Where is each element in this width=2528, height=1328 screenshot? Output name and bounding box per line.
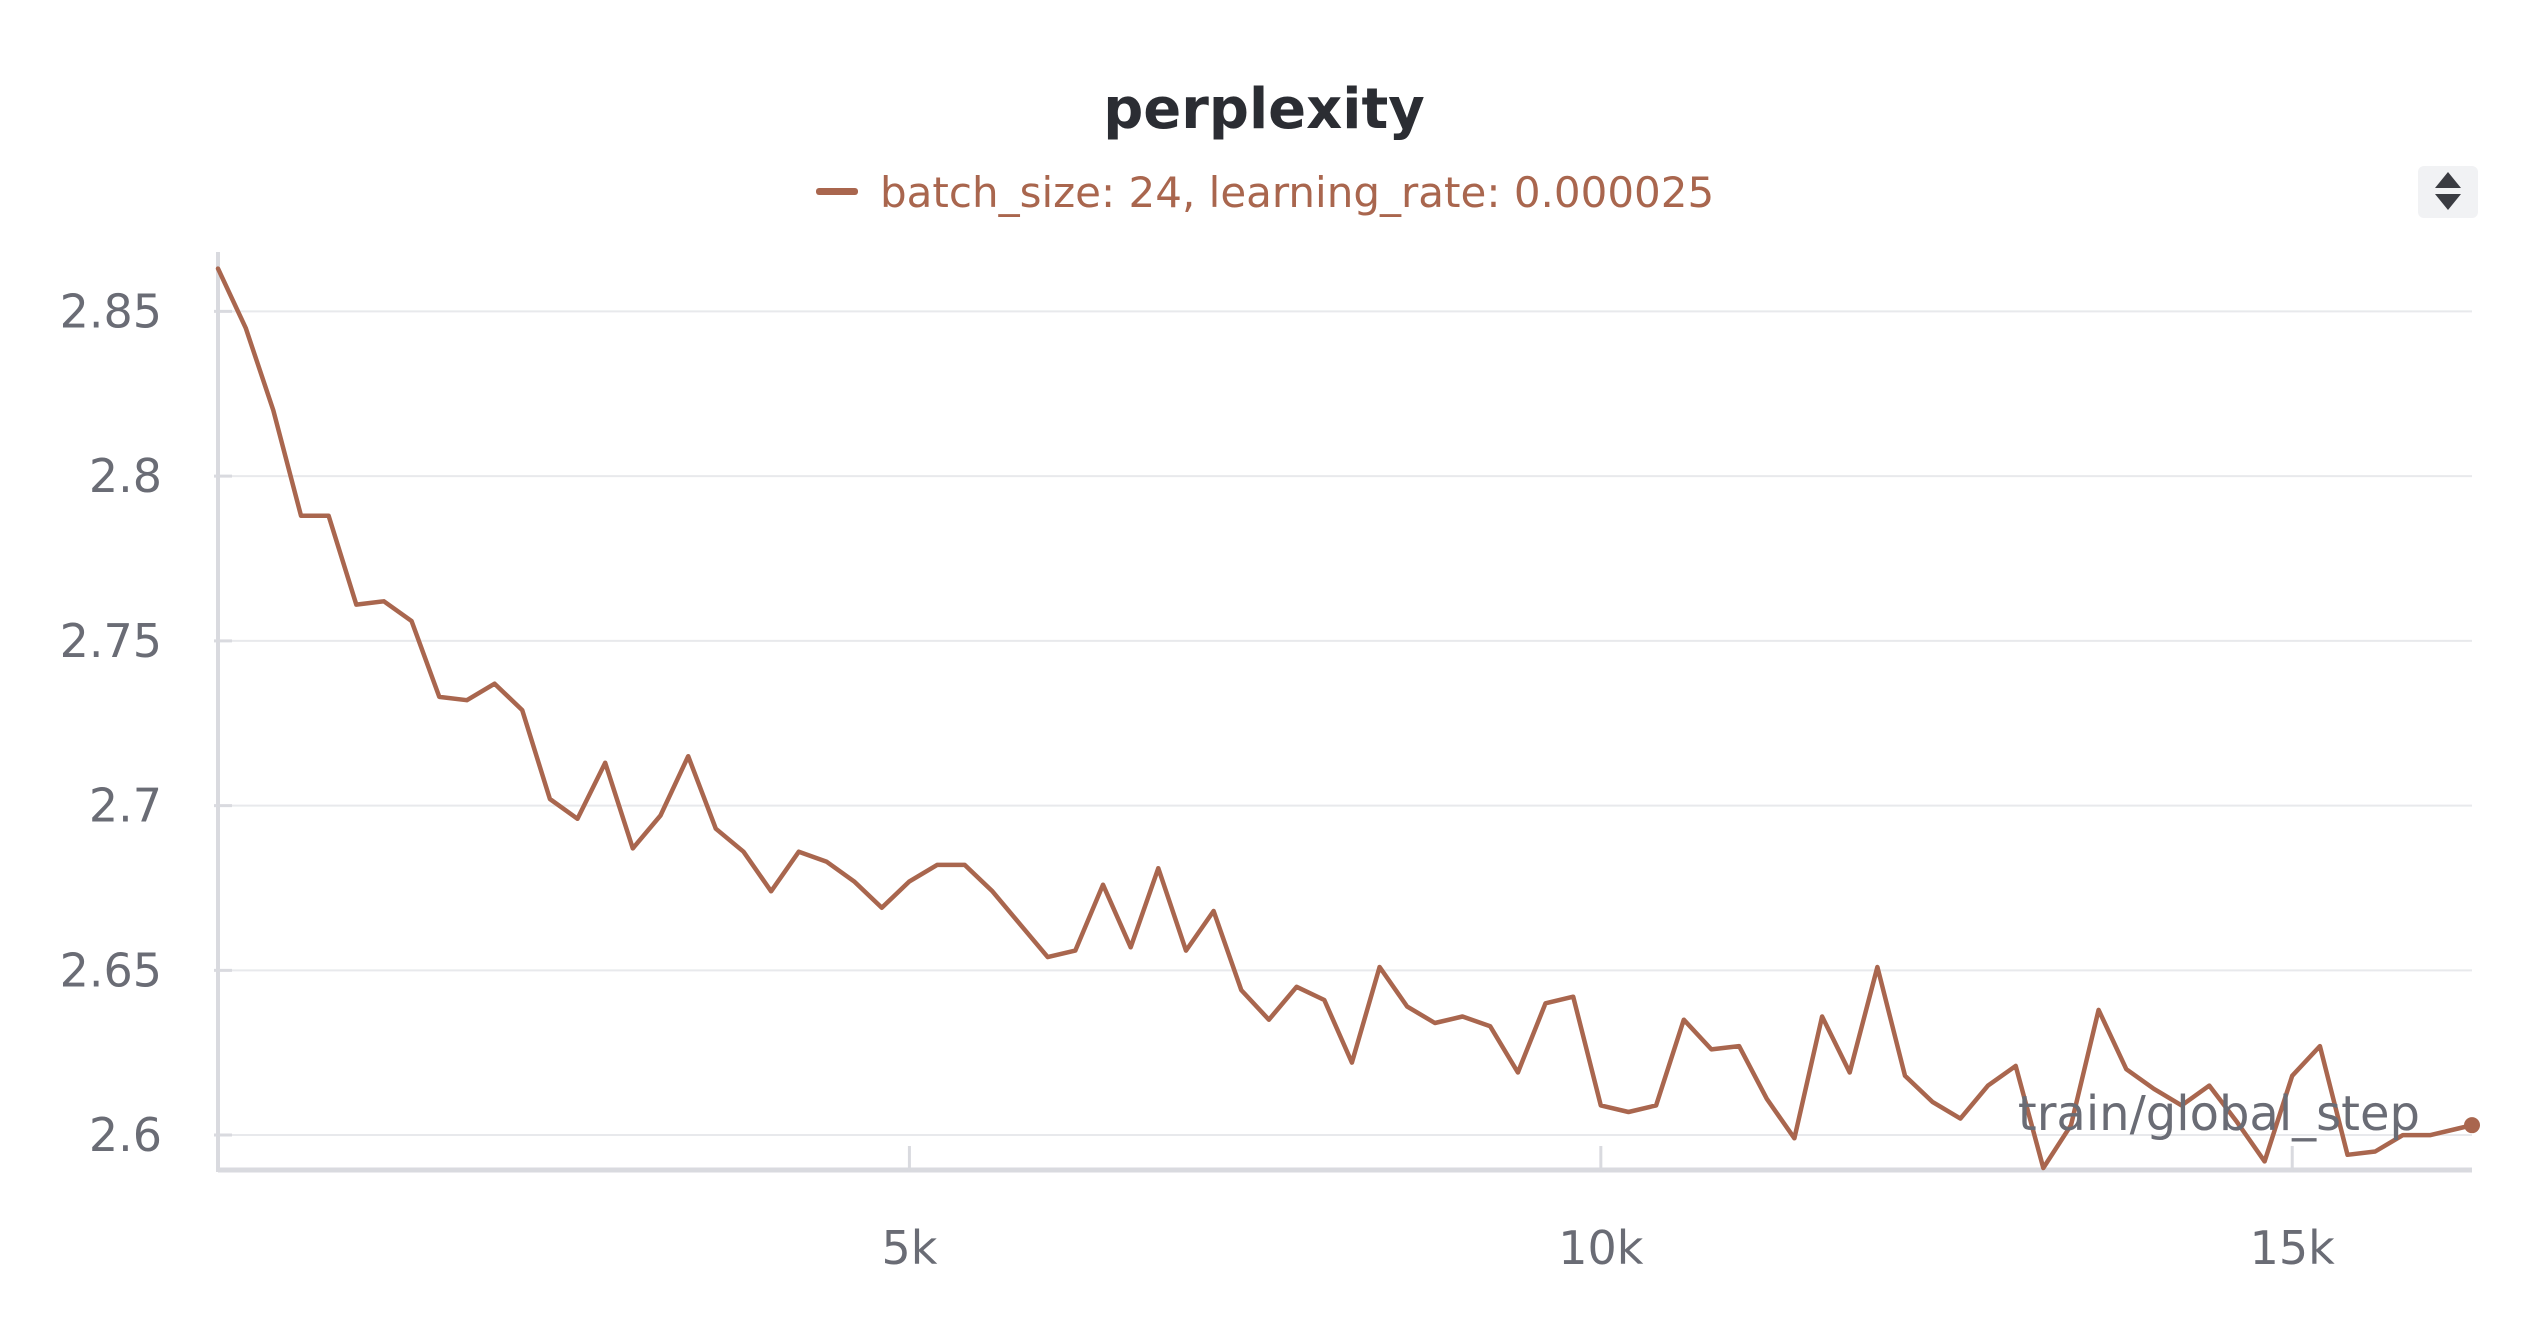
x-tick-label: 15k: [2250, 1221, 2336, 1275]
chart-title: perplexity: [1103, 77, 1425, 142]
y-tick-label: 2.75: [60, 614, 162, 668]
y-axis-ticks: 2.6 2.65 2.7 2.75 2.8 2.85: [60, 284, 232, 1162]
series-layer[interactable]: [215, 266, 2480, 1171]
grid-lines: [218, 310, 2472, 1137]
x-axis-ticks: 5k 10k 15k: [881, 1146, 2335, 1275]
y-tick-label: 2.8: [89, 449, 162, 503]
y-tick-label: 2.85: [60, 284, 162, 338]
legend-scroll-button[interactable]: [2418, 166, 2478, 218]
series-last-point[interactable]: [2464, 1117, 2480, 1134]
y-tick-label: 2.65: [60, 943, 162, 997]
y-tick-label: 2.6: [89, 1108, 162, 1162]
series-line[interactable]: [215, 266, 2475, 1171]
x-axis-label: train/global_step: [2018, 1086, 2420, 1142]
down-arrow-icon: [2435, 194, 2461, 210]
x-tick-label: 5k: [881, 1221, 937, 1275]
y-tick-label: 2.7: [89, 779, 162, 833]
x-tick-label: 10k: [1558, 1221, 1644, 1275]
axes: [216, 252, 2472, 1173]
legend-series-label[interactable]: batch_size: 24, learning_rate: 0.000025: [880, 168, 1714, 217]
up-arrow-icon: [2435, 172, 2461, 188]
legend: batch_size: 24, learning_rate: 0.000025: [816, 168, 1714, 217]
legend-series-swatch: [816, 188, 858, 195]
